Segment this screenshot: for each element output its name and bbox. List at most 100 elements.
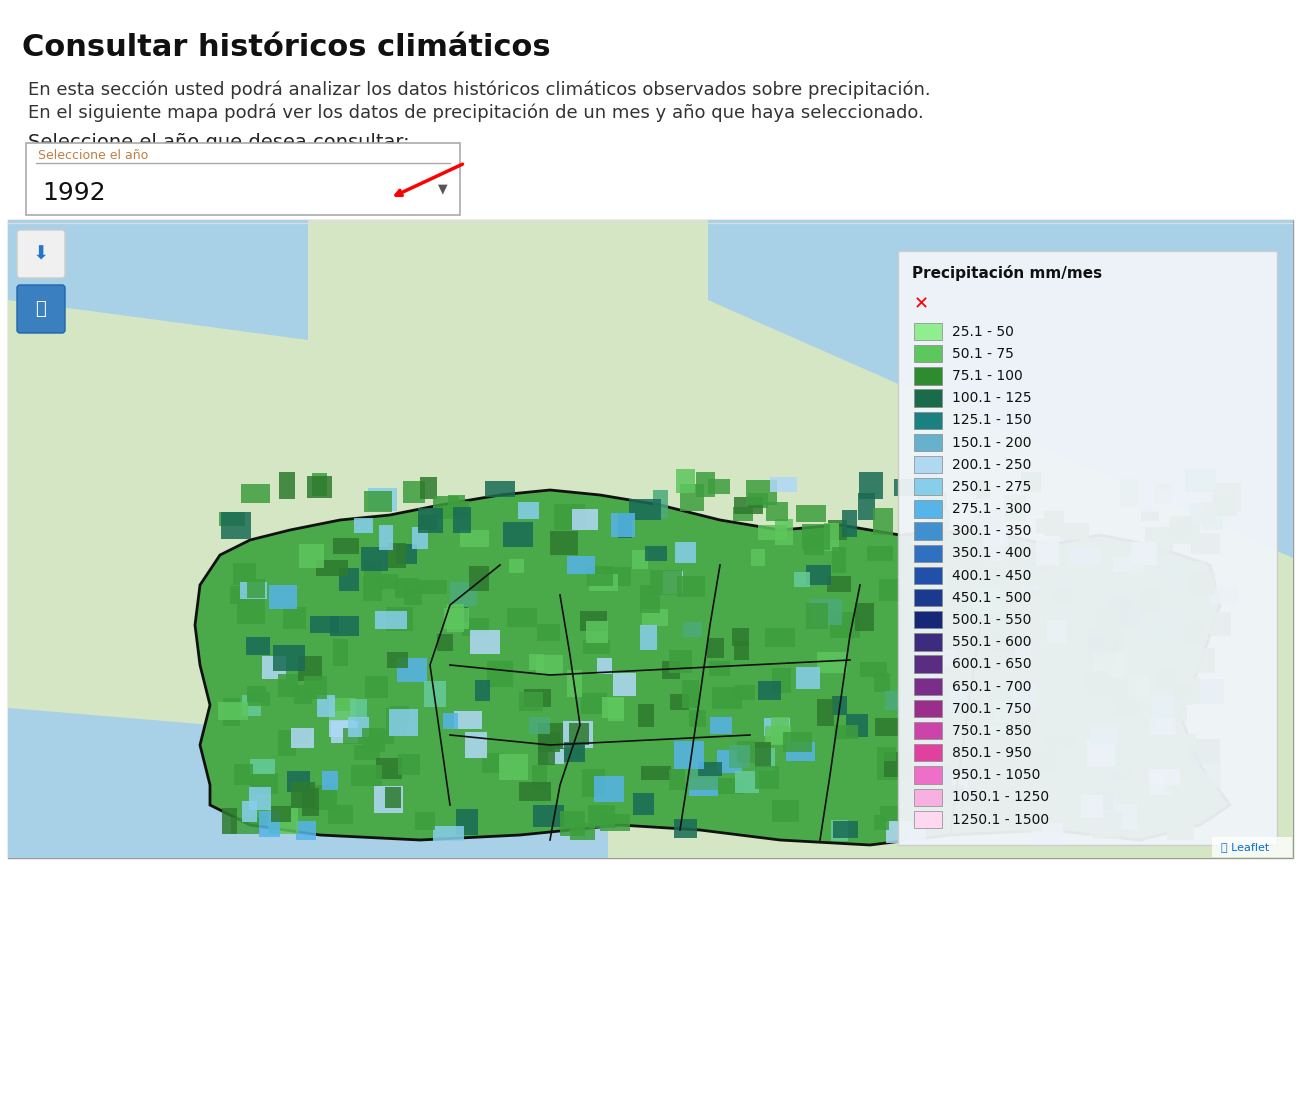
Bar <box>645 546 667 561</box>
Bar <box>537 624 560 640</box>
Text: 850.1 - 950: 850.1 - 950 <box>952 747 1032 760</box>
Bar <box>503 522 533 548</box>
Bar <box>547 749 563 764</box>
Bar <box>632 550 647 568</box>
Bar <box>1183 585 1208 611</box>
Bar <box>1036 518 1060 532</box>
Bar <box>1160 556 1182 583</box>
Bar <box>707 479 731 494</box>
Bar <box>452 501 469 517</box>
Bar <box>1108 804 1138 830</box>
Bar <box>970 520 1000 546</box>
Bar <box>1156 667 1175 686</box>
Bar <box>233 563 256 586</box>
Bar <box>734 685 755 700</box>
Bar <box>1048 621 1066 643</box>
Text: 300.1 - 350: 300.1 - 350 <box>952 525 1031 539</box>
Bar <box>914 744 942 762</box>
Bar <box>374 786 403 813</box>
Bar <box>1171 678 1200 704</box>
Bar <box>914 567 942 584</box>
Bar <box>510 559 524 573</box>
Bar <box>237 596 265 624</box>
Bar <box>386 708 407 736</box>
Bar <box>861 661 887 677</box>
FancyBboxPatch shape <box>1212 837 1292 857</box>
Bar <box>641 625 658 650</box>
Bar <box>662 661 680 679</box>
Bar <box>914 367 942 385</box>
Bar <box>389 708 419 736</box>
Bar <box>263 656 286 679</box>
Bar <box>875 718 905 736</box>
Bar <box>433 826 464 841</box>
Bar <box>1092 820 1121 839</box>
Bar <box>976 480 991 498</box>
Bar <box>946 744 962 764</box>
Bar <box>499 754 528 779</box>
Bar <box>333 538 359 554</box>
Bar <box>404 586 422 604</box>
Bar <box>564 742 585 762</box>
Bar <box>829 612 861 638</box>
Bar <box>858 493 875 520</box>
Bar <box>247 692 270 706</box>
Bar <box>378 526 394 550</box>
Bar <box>486 661 512 686</box>
Polygon shape <box>195 490 1230 845</box>
Bar <box>321 771 338 790</box>
Bar <box>1187 572 1216 595</box>
Bar <box>455 712 482 729</box>
Bar <box>803 537 824 555</box>
Bar <box>295 821 316 841</box>
Bar <box>1210 612 1231 636</box>
Text: Consultar históricos climáticos: Consultar históricos climáticos <box>22 33 551 62</box>
Bar <box>1127 677 1149 697</box>
FancyBboxPatch shape <box>8 220 1294 858</box>
Bar <box>351 765 382 786</box>
Bar <box>1027 575 1043 598</box>
Bar <box>1004 539 1026 561</box>
Bar <box>1150 771 1171 795</box>
Bar <box>1166 821 1195 841</box>
Bar <box>567 670 582 697</box>
Bar <box>718 778 744 794</box>
Bar <box>824 524 839 551</box>
Bar <box>770 478 797 492</box>
Bar <box>796 667 820 690</box>
Bar <box>1127 554 1144 575</box>
Bar <box>412 527 428 550</box>
Bar <box>247 686 265 702</box>
Bar <box>601 814 630 831</box>
Bar <box>914 722 942 739</box>
Text: 🍃 Leaflet: 🍃 Leaflet <box>1221 842 1269 853</box>
Bar <box>368 730 394 744</box>
Bar <box>654 491 668 518</box>
Bar <box>355 745 380 761</box>
Bar <box>1191 533 1221 554</box>
Bar <box>1210 587 1239 604</box>
Bar <box>454 507 471 533</box>
Bar <box>1113 557 1131 572</box>
Bar <box>991 536 1004 561</box>
Bar <box>299 544 324 568</box>
Bar <box>517 503 539 519</box>
Bar <box>1170 516 1192 543</box>
Bar <box>1174 682 1192 705</box>
Bar <box>1205 761 1221 788</box>
Bar <box>559 811 585 836</box>
Bar <box>638 704 654 727</box>
Bar <box>1165 772 1183 791</box>
Bar <box>783 732 812 752</box>
Bar <box>291 783 315 808</box>
Bar <box>240 484 269 503</box>
Bar <box>712 687 742 709</box>
Bar <box>1200 679 1225 704</box>
Bar <box>676 469 694 493</box>
Bar <box>914 389 942 407</box>
Bar <box>796 505 826 522</box>
Bar <box>1156 483 1173 504</box>
Bar <box>684 623 702 637</box>
Bar <box>926 510 950 528</box>
Bar <box>507 609 537 626</box>
